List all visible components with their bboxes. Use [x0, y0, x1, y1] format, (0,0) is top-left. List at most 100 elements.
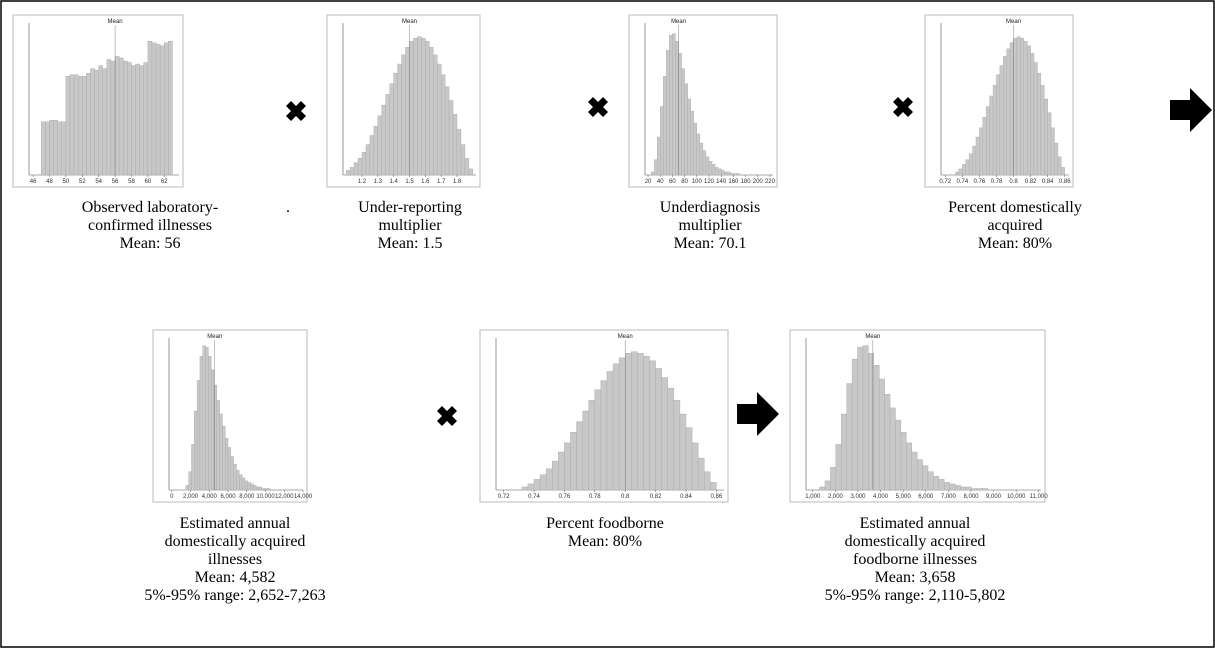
histogram-panel: 1,000 2,000 3,000 4,000 5,000 6,000 7,000 8,000… — [789, 329, 1048, 604]
histogram-bar — [185, 485, 189, 491]
histogram-bar — [1003, 56, 1007, 176]
histogram-bar — [685, 427, 693, 491]
x-tick-label: 0.74 — [956, 179, 968, 185]
histogram-bar — [986, 106, 990, 176]
histogram-bar — [131, 65, 136, 176]
x-tick-label: 0.8 — [621, 494, 630, 500]
histogram-bar — [835, 444, 842, 491]
panel-caption: Percent foodborne — [546, 515, 664, 532]
histogram-bar — [552, 460, 559, 491]
histogram-bar — [588, 400, 595, 491]
histogram-bar — [222, 425, 226, 491]
histogram-bar — [205, 346, 209, 491]
histogram-bar — [135, 63, 140, 176]
histogram-bar — [147, 41, 153, 176]
histogram-bar — [889, 407, 896, 491]
panel-caption: Mean: 80% — [978, 235, 1052, 252]
histogram-bar — [576, 421, 583, 491]
histogram-bar — [656, 136, 661, 176]
x-tick-label: 0.82 — [1025, 179, 1037, 185]
histogram-bar — [1026, 45, 1031, 176]
histogram-bar — [127, 62, 132, 176]
x-tick-label: 0.84 — [680, 494, 692, 500]
histogram-bar — [365, 144, 371, 176]
x-tick-label: 4,000 — [202, 494, 218, 500]
histogram-bar — [236, 470, 240, 491]
histogram-bar — [678, 53, 682, 176]
histogram-bar — [687, 98, 691, 176]
x-tick-label: 220 — [765, 179, 776, 185]
histogram-bar — [916, 459, 923, 491]
histogram-bar — [906, 442, 912, 491]
x-tick-label: 0.78 — [991, 179, 1003, 185]
histogram-bar — [606, 371, 614, 491]
histogram-bar — [230, 456, 234, 491]
histogram-bar — [681, 68, 685, 176]
histogram-bar — [41, 121, 46, 176]
x-tick-label: 7,000 — [941, 494, 957, 500]
histogram-bar — [253, 485, 257, 491]
multiply-icon — [437, 406, 457, 426]
x-tick-label: 0.74 — [528, 494, 540, 500]
x-tick-label: 100 — [692, 179, 703, 185]
histogram-bar — [1040, 85, 1045, 176]
histogram-bar — [533, 479, 541, 491]
x-tick-label: 1.8 — [453, 179, 462, 185]
histogram-bar — [841, 413, 847, 491]
histogram-bar — [666, 50, 670, 176]
histogram-bar — [911, 451, 918, 491]
x-tick-label: 1.3 — [374, 179, 383, 185]
x-tick-label: 120 — [704, 179, 715, 185]
histogram-bar — [857, 346, 864, 491]
x-tick-label: 2,000 — [183, 494, 199, 500]
panel-caption: Percent domestically — [948, 199, 1082, 216]
x-tick-label: 1.5 — [405, 179, 414, 185]
histogram-bar — [992, 85, 997, 176]
x-tick-label: 1.4 — [389, 179, 398, 185]
histogram-bar — [210, 369, 215, 491]
histogram-bar — [1006, 48, 1011, 176]
mean-label: Mean — [671, 19, 686, 25]
x-tick-label: 12,000 — [275, 494, 294, 500]
histogram-bar — [673, 400, 681, 491]
histogram-bar — [539, 474, 547, 491]
histogram-bar — [955, 171, 960, 176]
x-tick-label: 80 — [681, 179, 688, 185]
histogram-bar — [949, 483, 956, 491]
panel-caption: Mean: 1.5 — [378, 235, 443, 252]
x-tick-label: 40 — [657, 179, 664, 185]
histogram-bar — [1023, 41, 1028, 176]
histogram-bar — [965, 486, 972, 491]
x-tick-label: 50 — [63, 179, 70, 185]
histogram-bar — [102, 68, 108, 176]
histogram-bar — [437, 63, 442, 176]
x-tick-label: 0.76 — [559, 494, 571, 500]
panel-caption: Mean: 70.1 — [674, 235, 747, 252]
histogram-bar — [660, 106, 664, 176]
histogram-bar — [521, 486, 529, 491]
histogram-bar — [244, 480, 248, 491]
histogram-bar — [612, 363, 620, 491]
histogram-bar — [618, 357, 626, 491]
histogram-bar — [357, 158, 363, 176]
mean-label: Mean — [402, 19, 417, 25]
histogram-bar — [675, 41, 679, 176]
x-tick-label: 200 — [753, 179, 764, 185]
panel-caption: Mean: 56 — [120, 235, 181, 252]
histogram-bar — [389, 83, 394, 176]
panel-caption: Estimated annual — [180, 515, 291, 532]
histogram-bar — [421, 38, 426, 176]
histogram-bar — [106, 59, 112, 176]
histogram-bar — [545, 468, 553, 491]
histogram-bar — [851, 359, 858, 491]
histogram-bar — [663, 75, 667, 176]
histogram-bar — [413, 38, 418, 176]
histogram-bar — [118, 57, 124, 176]
histogram-bar — [927, 471, 934, 491]
histogram-bar — [724, 171, 728, 176]
histogram-bar — [225, 438, 229, 491]
histogram-bar — [49, 120, 54, 176]
histogram-bar — [944, 482, 950, 491]
histogram-bar — [164, 42, 169, 176]
